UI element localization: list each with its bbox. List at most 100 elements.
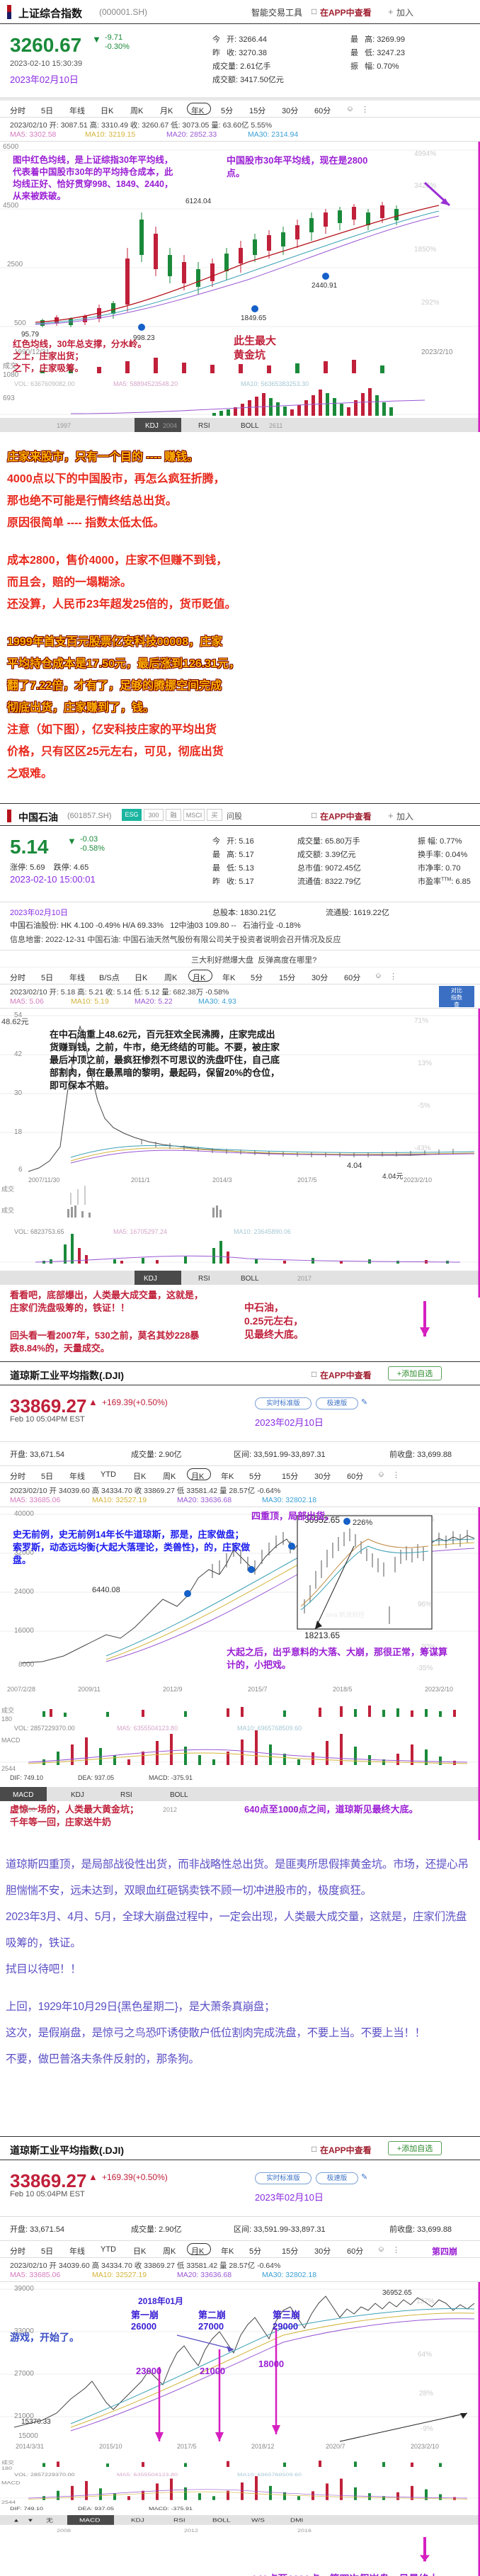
svg-text:BOLL: BOLL (170, 1791, 188, 1799)
svg-text:1997: 1997 (57, 422, 71, 429)
svg-text:2012/9: 2012/9 (163, 1686, 183, 1693)
svg-text:无: 无 (46, 2517, 53, 2523)
svg-text:RSI: RSI (198, 422, 210, 430)
svg-text:KDJ: KDJ (144, 1275, 157, 1283)
svg-text:MACD: -375.91: MACD: -375.91 (149, 2507, 193, 2512)
svg-text:4994%: 4994% (414, 150, 436, 158)
svg-text:15000: 15000 (18, 2432, 38, 2440)
svg-text:292%: 292% (421, 299, 440, 307)
svg-text:2014/3/31: 2014/3/31 (16, 2443, 44, 2450)
svg-text:2008: 2008 (57, 2529, 71, 2534)
svg-text:VOL: 2857229370.00: VOL: 2857229370.00 (14, 1725, 75, 1732)
svg-text:W/S: W/S (251, 2517, 265, 2523)
svg-text:2440.91: 2440.91 (312, 282, 338, 290)
svg-text:DEA: 937.05: DEA: 937.05 (78, 1774, 114, 1781)
svg-text:180: 180 (1, 2466, 12, 2471)
svg-text:2023/2/10: 2023/2/10 (425, 1686, 453, 1693)
svg-text:40000: 40000 (14, 1510, 34, 1518)
svg-text:DIF: 749.10: DIF: 749.10 (10, 2507, 43, 2512)
svg-text:2009/11: 2009/11 (78, 1686, 101, 1693)
svg-text:-43%: -43% (414, 1145, 430, 1152)
svg-text:VOL: 6367609082.00: VOL: 6367609082.00 (14, 380, 75, 387)
svg-text:2015/10: 2015/10 (99, 2443, 122, 2450)
svg-text:16000: 16000 (14, 1627, 34, 1635)
svg-text:15370.33: 15370.33 (21, 2418, 51, 2426)
svg-text:71%: 71% (414, 1017, 428, 1025)
svg-text:MA10: 6965768509.60: MA10: 6965768509.60 (237, 1725, 302, 1732)
svg-text:▼: ▼ (27, 2517, 34, 2523)
svg-text:DIF: 749.10: DIF: 749.10 (10, 1774, 43, 1781)
svg-text:KDJ: KDJ (145, 422, 159, 430)
svg-text:成交: 成交 (1, 1706, 14, 1714)
svg-text:64%: 64% (418, 2351, 432, 2359)
svg-text:VOL: 6823753.65: VOL: 6823753.65 (14, 1228, 64, 1235)
svg-text:MA5: 16705297.24: MA5: 16705297.24 (113, 1228, 167, 1235)
svg-text:28%: 28% (419, 2390, 433, 2398)
svg-text:MA5: 58894523548.20: MA5: 58894523548.20 (113, 380, 178, 387)
svg-text:4.04: 4.04 (347, 1162, 362, 1170)
svg-text:30: 30 (14, 1089, 23, 1097)
svg-text:1850%: 1850% (414, 246, 436, 254)
svg-text:2023/2/10: 2023/2/10 (404, 1176, 432, 1184)
svg-text:4.04元: 4.04元 (382, 1173, 403, 1181)
svg-text:2544: 2544 (1, 2500, 16, 2505)
svg-text:24000: 24000 (14, 1588, 34, 1596)
svg-text:13%: 13% (418, 1060, 432, 1067)
svg-text:1849.65: 1849.65 (241, 314, 267, 322)
svg-text:MA10: 6965768509.60: MA10: 6965768509.60 (237, 2472, 302, 2477)
svg-text:48.62元: 48.62元 (1, 1018, 29, 1026)
svg-text:2017: 2017 (297, 1275, 312, 1282)
svg-text:MACD: MACD (13, 1791, 33, 1799)
svg-text:2014/3: 2014/3 (212, 1176, 232, 1184)
svg-text:成交: 成交 (1, 1206, 14, 1214)
svg-text:2018/5: 2018/5 (333, 1686, 353, 1693)
svg-text:27000: 27000 (14, 2370, 34, 2378)
svg-text:6500: 6500 (3, 143, 19, 151)
svg-text:500: 500 (14, 319, 26, 327)
svg-text:2611: 2611 (269, 422, 282, 429)
svg-text:6440.08: 6440.08 (92, 1586, 120, 1594)
svg-text:成交: 成交 (1, 1185, 14, 1193)
svg-text:4500: 4500 (3, 202, 19, 210)
svg-text:2018/12: 2018/12 (251, 2443, 275, 2450)
svg-text:RSI: RSI (120, 1791, 132, 1799)
svg-text:2004: 2004 (163, 422, 177, 429)
svg-text:2016: 2016 (297, 2529, 312, 2534)
svg-text:18: 18 (14, 1128, 23, 1136)
svg-text:▲: ▲ (13, 2517, 20, 2523)
svg-text:6124.04: 6124.04 (185, 198, 212, 205)
svg-text:36952.65: 36952.65 (382, 2289, 412, 2297)
svg-text:2011/1: 2011/1 (131, 1176, 150, 1184)
svg-text:2023/2/10: 2023/2/10 (411, 2443, 439, 2450)
svg-text:2023/2/10: 2023/2/10 (421, 348, 453, 356)
svg-text:DEA: 937.05: DEA: 937.05 (78, 2507, 114, 2512)
svg-text:2007/11/30: 2007/11/30 (28, 1176, 59, 1184)
svg-text:2007/2/28: 2007/2/28 (7, 1686, 35, 1693)
svg-text:KDJ: KDJ (71, 1791, 84, 1799)
svg-text:2544: 2544 (1, 1765, 16, 1772)
svg-text:2020/7: 2020/7 (326, 2443, 345, 2450)
svg-text:MA5: 6355504123.80: MA5: 6355504123.80 (117, 2472, 178, 2477)
svg-text:RSI: RSI (198, 1275, 210, 1283)
svg-text:2500: 2500 (7, 261, 23, 268)
svg-text:2012: 2012 (184, 2529, 198, 2534)
svg-text:MA10: 56365383253.30: MA10: 56365383253.30 (241, 380, 309, 387)
svg-text:18213.65: 18213.65 (304, 1630, 340, 1640)
svg-text:96%: 96% (418, 1601, 432, 1608)
svg-text:BOLL: BOLL (241, 422, 259, 430)
svg-text:226%: 226% (353, 1519, 372, 1527)
svg-text:成交: 成交 (1, 2459, 14, 2465)
svg-text:42: 42 (14, 1050, 23, 1058)
svg-text:MACD: MACD (1, 1737, 21, 1744)
svg-text:VOL: 2857229370.00: VOL: 2857229370.00 (14, 2472, 75, 2477)
svg-text:39000: 39000 (14, 2285, 34, 2293)
svg-text:-5%: -5% (418, 1102, 430, 1110)
svg-text:2017/5: 2017/5 (177, 2443, 197, 2450)
svg-text:MA10: 23645890.06: MA10: 23645890.06 (234, 1228, 291, 1235)
svg-text:2017/5: 2017/5 (297, 1176, 317, 1184)
svg-text:MACD: MACD (79, 2517, 100, 2523)
svg-text:RSI: RSI (173, 2517, 185, 2523)
svg-text:180: 180 (1, 1715, 12, 1723)
svg-text:MACD: MACD (1, 2480, 21, 2485)
svg-text:-9%: -9% (421, 2425, 433, 2433)
